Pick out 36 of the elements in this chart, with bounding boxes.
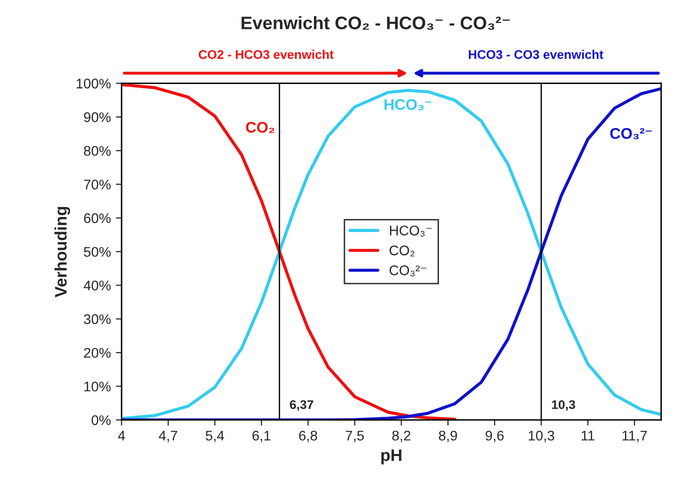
y-tick-label: 0% (92, 415, 111, 426)
annotation: HCO₃⁻ (384, 99, 432, 110)
x-tick-label: 4,7 (158, 430, 178, 442)
text: CO2 - HCO3 evenwicht (198, 50, 334, 59)
legend-label: CO₂ (390, 246, 414, 256)
x-tick-label: 11 (582, 430, 594, 440)
annotation: CO₂ (246, 122, 274, 134)
x-axis-title: pH (381, 449, 402, 464)
x-tick-label: 5,4 (206, 430, 224, 442)
y-axis-title: Verhouding (54, 206, 70, 298)
y-tick-label: 90% (84, 112, 111, 122)
y-tick-label: 40% (84, 280, 111, 290)
annotation: CO₃²⁻ (610, 128, 652, 140)
x-tick-label: 11,7 (622, 430, 647, 442)
text: HCO3 - CO3 evenwicht (468, 50, 604, 59)
chart-title: Evenwicht CO₂ - HCO₃⁻ - CO₃²⁻ (242, 16, 510, 30)
y-tick-label: 20% (84, 348, 111, 358)
x-tick-label: 7,5 (346, 430, 364, 442)
y-tick-label: 60% (84, 213, 111, 224)
x-tick-label: 4 (118, 430, 126, 440)
y-tick-label: 50% (84, 246, 111, 257)
y-tick-label: 100% (76, 78, 111, 88)
ref-line-label: 10,3 (552, 400, 576, 411)
y-tick-label: 70% (84, 180, 111, 190)
ref-line-label: 6,37 (290, 400, 314, 411)
x-tick-label: 6,8 (299, 430, 318, 442)
x-tick-label: 9,6 (486, 430, 504, 442)
x-tick-label: 8,9 (438, 430, 457, 442)
x-tick-label: 6,1 (252, 430, 270, 442)
legend-label: CO₃²⁻ (390, 265, 426, 276)
x-tick-label: 10,3 (528, 430, 554, 442)
y-tick-label: 80% (84, 146, 111, 156)
y-tick-label: 30% (84, 314, 111, 324)
y-tick-label: 10% (84, 382, 111, 392)
legend-label: HCO₃⁻ (390, 226, 432, 237)
x-tick-label: 8,2 (392, 430, 410, 442)
